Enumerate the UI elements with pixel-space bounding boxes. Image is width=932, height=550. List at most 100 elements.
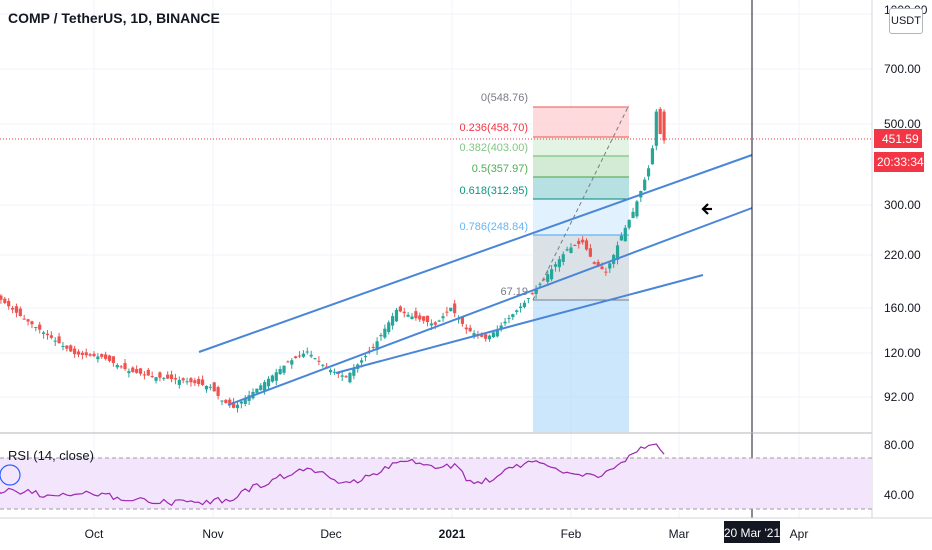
candle-body: [49, 335, 53, 338]
rsi-tick: 80.00: [884, 438, 914, 452]
candle-body: [154, 377, 158, 381]
candle-body: [557, 259, 561, 268]
candle-body: [169, 374, 174, 380]
candle-body: [387, 322, 391, 333]
candle-body: [631, 211, 635, 218]
candle-body: [414, 311, 418, 319]
candle-body: [565, 249, 569, 251]
candle-body: [650, 148, 655, 165]
candle-body: [515, 310, 519, 312]
time-axis[interactable]: Oct Nov Dec 2021 Feb Mar Apr: [85, 527, 809, 541]
candle-body: [57, 336, 61, 344]
candle-body: [274, 372, 278, 381]
candle-body: [45, 333, 50, 336]
candle-body: [588, 248, 592, 257]
candle-body: [530, 293, 534, 295]
candle-body: [294, 356, 298, 359]
fib-label-0236: 0.236(458.70): [460, 122, 529, 134]
candle-body: [41, 332, 46, 334]
candle-body: [84, 352, 88, 356]
trendlines[interactable]: [198, 154, 753, 406]
rsi-axis[interactable]: 80.00 40.00: [884, 438, 914, 502]
candle-body: [550, 269, 554, 280]
candle-body: [235, 404, 240, 409]
fib-label-1: 67.19: [500, 286, 528, 298]
candle-body: [553, 264, 558, 267]
candle-body: [577, 240, 581, 245]
currency-button[interactable]: USDT: [889, 8, 923, 34]
candle-body: [441, 316, 445, 319]
candle-body: [619, 235, 624, 241]
candle-body: [162, 378, 166, 380]
fib-label-05: 0.5(357.97): [472, 163, 528, 175]
candle-body: [216, 387, 220, 396]
rsi-indicator-label[interactable]: RSI (14, close): [8, 448, 94, 463]
price-axis[interactable]: 1000.00 700.00 500.00 300.00 220.00 160.…: [884, 3, 928, 404]
candle-body: [627, 219, 631, 228]
candle-body: [34, 326, 38, 328]
candle-body: [297, 355, 302, 357]
candle-body: [406, 314, 410, 317]
candle-body: [422, 316, 426, 321]
candle-body: [69, 345, 73, 352]
candle-body: [375, 341, 379, 351]
candle-body: [561, 254, 565, 262]
candle-body: [484, 334, 488, 339]
candle-body: [239, 401, 243, 404]
crosshair-date-tag: [724, 521, 780, 543]
candle-body: [604, 271, 608, 273]
cursor-arrow-icon: [701, 203, 712, 215]
candle-body: [332, 371, 337, 373]
candle-body: [88, 354, 92, 356]
candle-body: [305, 351, 309, 353]
candle-body: [255, 388, 259, 393]
candle-body: [581, 239, 585, 243]
price-tick: 92.00: [884, 390, 914, 404]
candle-body: [383, 328, 387, 338]
candle-body: [534, 288, 538, 295]
candle-body: [38, 324, 42, 330]
fib-label-0382: 0.382(403.00): [460, 142, 529, 154]
candle-body: [635, 201, 639, 217]
candle-body: [111, 356, 115, 363]
candle-body: [608, 263, 612, 269]
candle-body: [127, 371, 131, 374]
candlestick-series[interactable]: [0, 107, 666, 413]
candle-body: [138, 368, 143, 374]
candle-body: [10, 307, 15, 310]
countdown-tag: [874, 152, 924, 172]
candle-body: [646, 168, 651, 177]
candle-body: [433, 322, 437, 325]
candle-body: [425, 315, 430, 323]
time-tick: Oct: [85, 527, 104, 541]
candle-body: [542, 278, 546, 280]
candle-body: [224, 399, 228, 403]
candle-body: [328, 369, 333, 373]
candle-body: [507, 317, 511, 319]
candle-body: [26, 319, 30, 322]
candle-body: [600, 266, 604, 270]
candle-body: [584, 240, 589, 250]
candle-body: [662, 111, 666, 141]
countdown-value: 20:33:34: [877, 155, 924, 169]
candle-body: [449, 307, 453, 312]
rsi-collapse-button[interactable]: [0, 464, 21, 486]
candle-body: [208, 386, 212, 388]
candle-body: [394, 309, 399, 322]
candle-body: [511, 314, 515, 318]
candle-body: [658, 108, 662, 134]
candle-body: [468, 327, 472, 332]
candle-body: [80, 352, 84, 355]
candle-body: [348, 372, 352, 383]
candle-body: [104, 354, 108, 359]
candle-body: [212, 382, 216, 392]
fib-labels: 0(548.76) 0.236(458.70) 0.382(403.00) 0.…: [460, 92, 529, 298]
candle-body: [317, 360, 321, 362]
time-tick: Feb: [561, 527, 582, 541]
candle-body: [220, 400, 224, 402]
candle-body: [270, 375, 274, 382]
candle-body: [402, 311, 406, 314]
candle-body: [0, 295, 3, 300]
candle-body: [359, 360, 364, 363]
